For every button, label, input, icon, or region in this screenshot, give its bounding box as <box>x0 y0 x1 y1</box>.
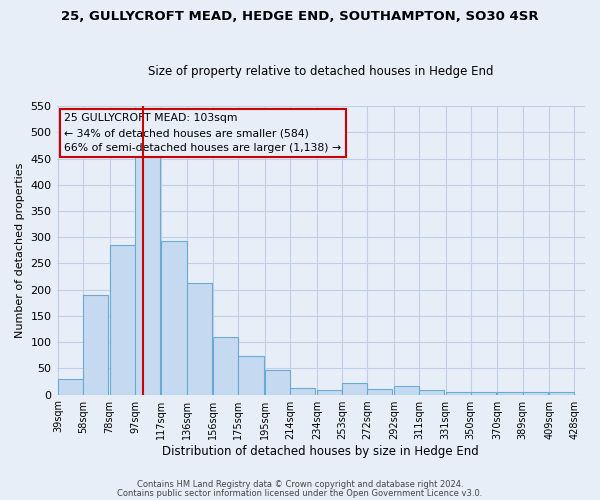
Bar <box>523 392 548 394</box>
Bar <box>290 388 316 394</box>
Text: Contains HM Land Registry data © Crown copyright and database right 2024.: Contains HM Land Registry data © Crown c… <box>137 480 463 489</box>
Bar <box>549 392 574 394</box>
Bar <box>471 392 496 394</box>
Bar <box>419 390 444 394</box>
Y-axis label: Number of detached properties: Number of detached properties <box>15 162 25 338</box>
Bar <box>110 245 135 394</box>
Text: 25 GULLYCROFT MEAD: 103sqm
← 34% of detached houses are smaller (584)
66% of sem: 25 GULLYCROFT MEAD: 103sqm ← 34% of deta… <box>64 114 341 153</box>
Text: Contains public sector information licensed under the Open Government Licence v3: Contains public sector information licen… <box>118 489 482 498</box>
Bar <box>161 242 187 394</box>
Text: 25, GULLYCROFT MEAD, HEDGE END, SOUTHAMPTON, SO30 4SR: 25, GULLYCROFT MEAD, HEDGE END, SOUTHAMP… <box>61 10 539 23</box>
Bar <box>213 337 238 394</box>
Bar <box>446 392 471 394</box>
Bar <box>83 295 109 394</box>
Bar <box>238 356 263 395</box>
Bar <box>497 392 523 394</box>
Bar <box>187 284 212 395</box>
Title: Size of property relative to detached houses in Hedge End: Size of property relative to detached ho… <box>148 66 494 78</box>
Bar <box>317 390 342 394</box>
Bar <box>265 370 290 394</box>
Bar <box>367 390 392 394</box>
Bar <box>342 383 367 394</box>
Bar <box>135 154 160 394</box>
X-axis label: Distribution of detached houses by size in Hedge End: Distribution of detached houses by size … <box>163 444 479 458</box>
Bar <box>394 386 419 394</box>
Bar <box>58 379 83 394</box>
